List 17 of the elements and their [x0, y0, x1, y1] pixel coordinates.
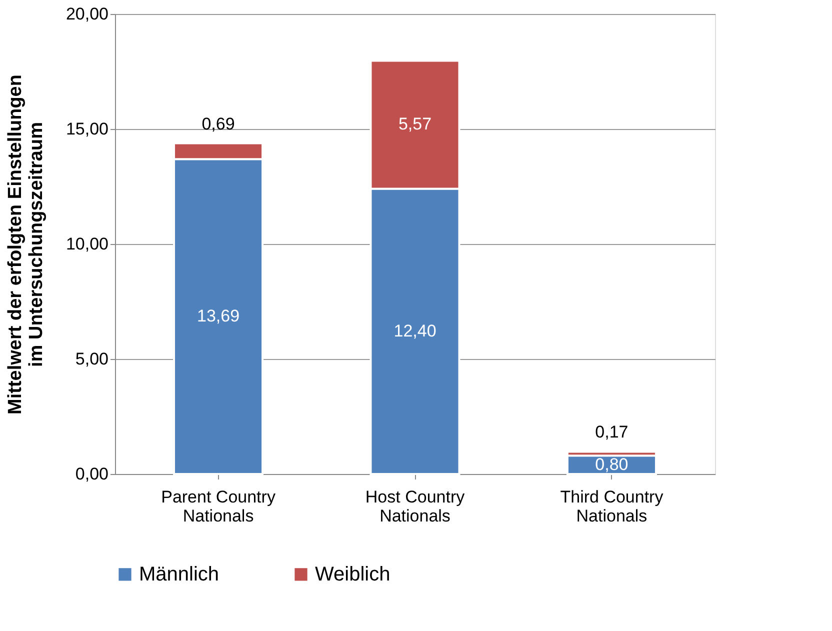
- y-tick-label: 20,00: [66, 4, 108, 24]
- data-label: 0,17: [595, 422, 628, 442]
- x-tick-label: Parent Country Nationals: [161, 488, 276, 526]
- y-axis-title: Mittelwert der erfolgten Einstellungen im Untersuchungszeitraum: [4, 74, 47, 414]
- y-tick-label: 0,00: [75, 464, 108, 484]
- x-tick-label: Third Country Nationals: [560, 488, 664, 526]
- data-label: 0,69: [202, 114, 235, 134]
- data-label: 12,40: [394, 321, 436, 340]
- y-tick-label: 5,00: [75, 350, 108, 368]
- data-label: 0,80: [595, 454, 628, 474]
- y-tick-label: 10,00: [66, 234, 108, 254]
- legend-label: Weiblich: [315, 563, 390, 586]
- legend-label: Männlich: [139, 563, 220, 586]
- y-tick-label: 15,00: [66, 120, 108, 138]
- data-label: 13,69: [197, 306, 240, 326]
- x-tick-label: Host Country Nationals: [365, 488, 466, 526]
- data-label: 5,57: [398, 114, 432, 134]
